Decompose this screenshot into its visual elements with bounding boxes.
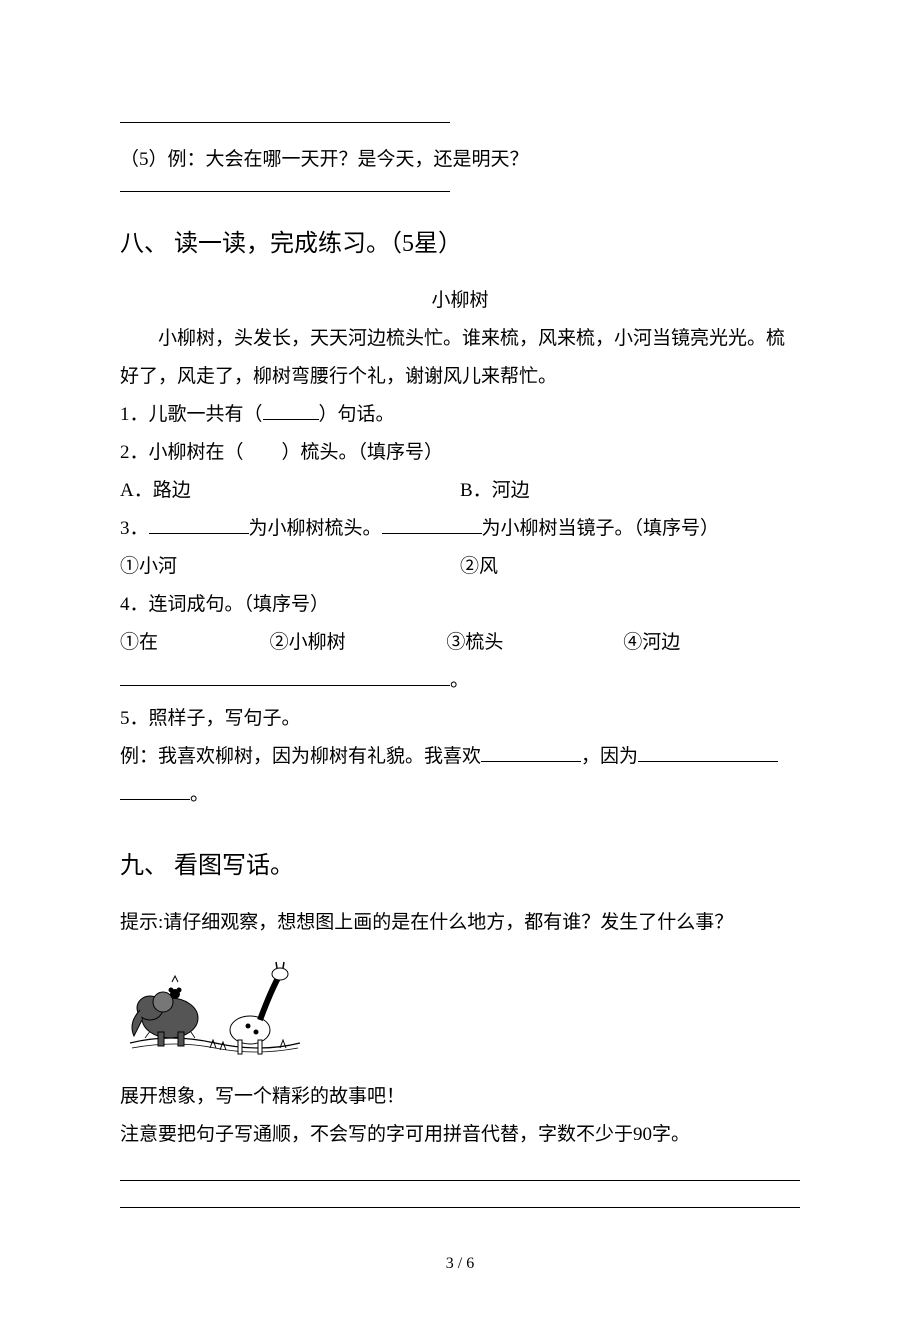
- s8-q4-opt2[interactable]: ②小柳树: [270, 624, 447, 662]
- s8-q3-mid2: 为小柳树当镜子。（填序号）: [482, 518, 720, 539]
- reading-passage: 小柳树，头发长，天天河边梳头忙。谁来梳，风来梳，小河当镜亮光光。梳好了，风走了，…: [120, 320, 800, 396]
- s8-q3-options: ①小河 ②风: [120, 548, 800, 586]
- s8-q5-ex-b: ，因为: [581, 746, 638, 767]
- s9-line2: 注意要把句子写通顺，不会写的字可用拼音代替，字数不少于90字。: [120, 1116, 800, 1154]
- s8-q3-num: 3．: [120, 518, 149, 539]
- page-number: 3 / 6: [120, 1248, 800, 1280]
- s8-q4-opt1[interactable]: ①在: [120, 624, 270, 662]
- s8-q3: 3． 为小柳树梳头。 为小柳树当镜子。（填序号）: [120, 510, 800, 548]
- s8-q1-blank[interactable]: [263, 401, 319, 420]
- s8-q5-blank2[interactable]: [638, 743, 778, 762]
- s8-q4-opt4[interactable]: ④河边: [623, 624, 680, 662]
- s8-q5-blank1[interactable]: [481, 743, 581, 762]
- s8-q3-blank2[interactable]: [382, 515, 482, 534]
- s8-q5-example-cont: 。: [120, 776, 800, 814]
- s8-q4-blank[interactable]: [120, 667, 450, 686]
- s8-q4: 4．连词成句。（填序号）: [120, 586, 800, 624]
- s8-q4-period: 。: [450, 670, 469, 691]
- s8-q3-blank1[interactable]: [149, 515, 249, 534]
- s8-q4-opt3[interactable]: ③梳头: [446, 624, 623, 662]
- s8-q3-mid1: 为小柳树梳头。: [249, 518, 382, 539]
- s8-q2: 2．小柳树在（ ）梳头。（填序号）: [120, 434, 800, 472]
- s8-q2-options: A．路边 B．河边: [120, 472, 800, 510]
- s9-line1: 展开想象，写一个精彩的故事吧！: [120, 1078, 800, 1116]
- s8-q5-blank3[interactable]: [120, 781, 190, 800]
- s8-q1: 1．儿歌一共有（ ）句话。: [120, 396, 800, 434]
- s8-q4-answer-line: 。: [120, 662, 800, 700]
- blank-line-top: [120, 122, 450, 123]
- illustration-image: [120, 948, 310, 1068]
- s8-q5-period: 。: [190, 784, 209, 805]
- s8-q5-ex-a: 例：我喜欢柳树，因为柳树有礼貌。我喜欢: [120, 746, 481, 767]
- section-8-heading: 八、 读一读，完成练习。（5星）: [120, 220, 800, 268]
- s8-q3-option-2[interactable]: ②风: [460, 548, 498, 586]
- s8-q1-post: ）句话。: [319, 404, 395, 425]
- writing-line-2[interactable]: [120, 1207, 800, 1208]
- s8-q2-option-b[interactable]: B．河边: [460, 472, 530, 510]
- s8-q4-options: ①在 ②小柳树 ③梳头 ④河边: [120, 624, 800, 662]
- s8-q3-option-1[interactable]: ①小河: [120, 548, 460, 586]
- section-9-heading: 九、 看图写话。: [120, 842, 800, 890]
- s9-hint: 提示:请仔细观察，想想图上画的是在什么地方，都有谁？发生了什么事？: [120, 904, 800, 942]
- s8-q2-option-a[interactable]: A．路边: [120, 472, 460, 510]
- blank-line-after-q5: [120, 191, 450, 192]
- reading-title: 小柳树: [120, 282, 800, 320]
- question-5-example: （5）例：大会在哪一天开？是今天，还是明天？: [120, 141, 800, 179]
- s8-q5: 5．照样子，写句子。: [120, 700, 800, 738]
- writing-line-1[interactable]: [120, 1180, 800, 1181]
- s8-q1-pre: 1．儿歌一共有（: [120, 404, 263, 425]
- s8-q5-example: 例：我喜欢柳树，因为柳树有礼貌。我喜欢 ，因为: [120, 738, 800, 776]
